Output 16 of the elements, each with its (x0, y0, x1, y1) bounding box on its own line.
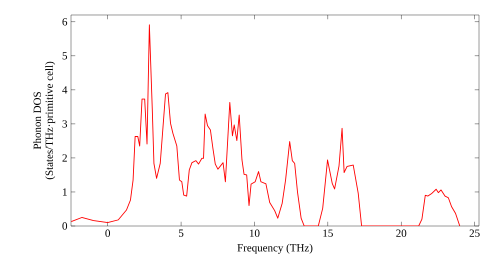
x-tick-label: 5 (178, 230, 184, 237)
x-tick-label: 15 (323, 230, 333, 237)
x-tick-label: 25 (470, 230, 480, 237)
x-axis-title: Frequency (THz) (237, 244, 312, 254)
y-tick-label: 4 (62, 86, 68, 94)
y-tick-label: 6 (62, 18, 68, 26)
y-axis-title: Phonon DOS (States/THz·primitive cell) (33, 62, 56, 180)
x-tick-label: 0 (105, 230, 110, 237)
y-tick-label: 1 (62, 188, 67, 196)
y-tick-label: 5 (62, 52, 68, 60)
y-tick-label: 3 (62, 120, 68, 128)
line-series (71, 24, 460, 226)
x-tick-label: 10 (250, 230, 260, 237)
y-tick-label: 0 (62, 222, 68, 230)
y-tick-label: 2 (62, 154, 67, 162)
x-tick-label: 20 (396, 230, 406, 237)
